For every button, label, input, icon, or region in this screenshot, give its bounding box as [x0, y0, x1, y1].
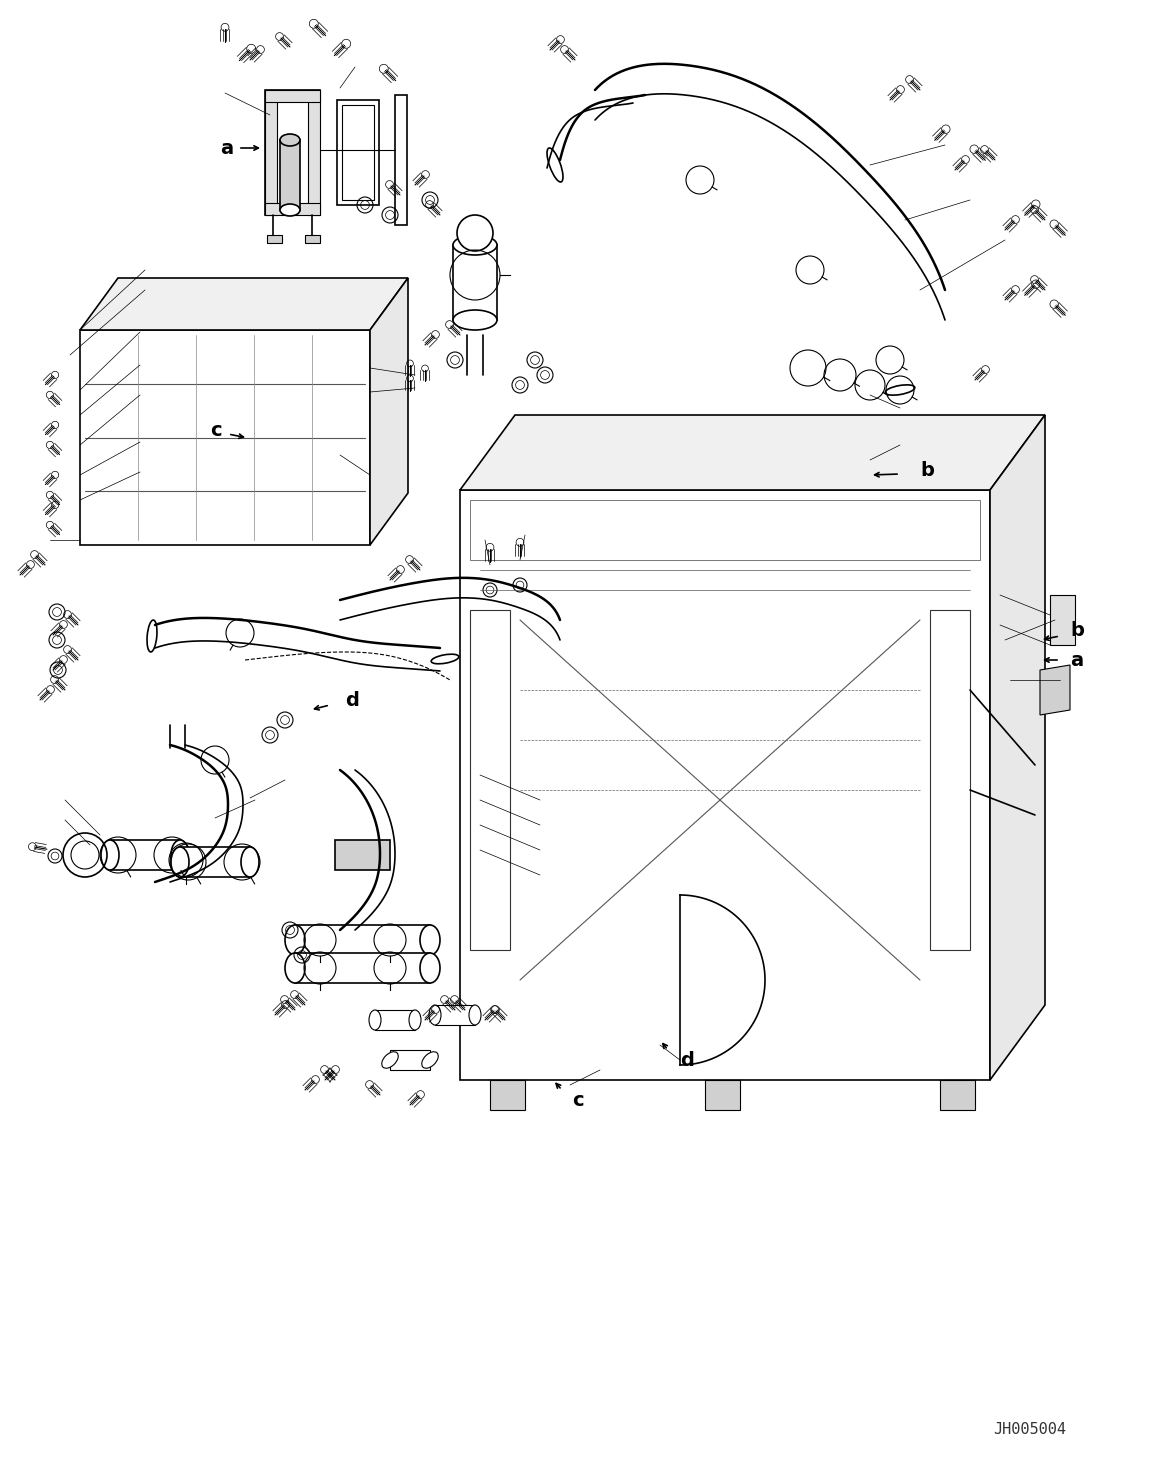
Ellipse shape	[382, 1052, 398, 1068]
Bar	[273, 98, 311, 205]
Polygon shape	[435, 1005, 475, 1026]
Circle shape	[457, 216, 493, 251]
Polygon shape	[940, 1080, 975, 1110]
Bar	[265, 90, 320, 102]
Text: a: a	[220, 138, 234, 157]
Polygon shape	[706, 1080, 740, 1110]
Bar	[453, 245, 497, 321]
Polygon shape	[390, 1050, 430, 1069]
Text: c: c	[209, 421, 222, 440]
Bar	[395, 95, 407, 224]
Ellipse shape	[171, 847, 189, 877]
Polygon shape	[81, 329, 369, 545]
Bar	[265, 203, 320, 216]
Bar	[267, 235, 282, 243]
Bar	[930, 610, 970, 950]
Bar	[335, 841, 390, 870]
Text: JH005004: JH005004	[993, 1422, 1067, 1438]
Bar	[470, 500, 980, 559]
Bar	[342, 105, 374, 200]
Ellipse shape	[421, 1052, 439, 1068]
Polygon shape	[81, 278, 407, 329]
Bar	[305, 235, 320, 243]
Ellipse shape	[429, 1005, 441, 1026]
Polygon shape	[295, 925, 430, 954]
Ellipse shape	[285, 953, 305, 983]
Ellipse shape	[241, 847, 259, 877]
Ellipse shape	[453, 310, 497, 329]
Ellipse shape	[285, 925, 305, 954]
Bar	[308, 90, 320, 216]
Bar	[265, 90, 277, 216]
Ellipse shape	[409, 1010, 421, 1030]
Polygon shape	[265, 90, 320, 216]
Ellipse shape	[420, 953, 440, 983]
Text: c: c	[572, 1090, 584, 1109]
Polygon shape	[295, 953, 430, 983]
Polygon shape	[280, 140, 300, 210]
Polygon shape	[110, 841, 180, 870]
Polygon shape	[369, 278, 407, 545]
Polygon shape	[460, 415, 1045, 490]
Text: d: d	[345, 691, 359, 710]
Ellipse shape	[420, 925, 440, 954]
Text: b: b	[920, 460, 933, 479]
Polygon shape	[375, 1010, 416, 1030]
Polygon shape	[1041, 664, 1070, 715]
Ellipse shape	[101, 841, 119, 870]
Text: d: d	[680, 1050, 694, 1069]
Ellipse shape	[280, 134, 300, 146]
Text: b: b	[1070, 621, 1084, 640]
Polygon shape	[460, 490, 990, 1080]
Text: a: a	[1070, 650, 1083, 670]
Polygon shape	[490, 1080, 525, 1110]
Ellipse shape	[280, 204, 300, 216]
Ellipse shape	[369, 1010, 381, 1030]
Ellipse shape	[468, 1005, 481, 1026]
Polygon shape	[180, 847, 250, 877]
Bar	[470, 610, 510, 950]
Bar	[337, 101, 379, 205]
Bar	[1050, 594, 1075, 645]
Ellipse shape	[453, 235, 497, 255]
Polygon shape	[990, 415, 1045, 1080]
Ellipse shape	[171, 841, 189, 870]
